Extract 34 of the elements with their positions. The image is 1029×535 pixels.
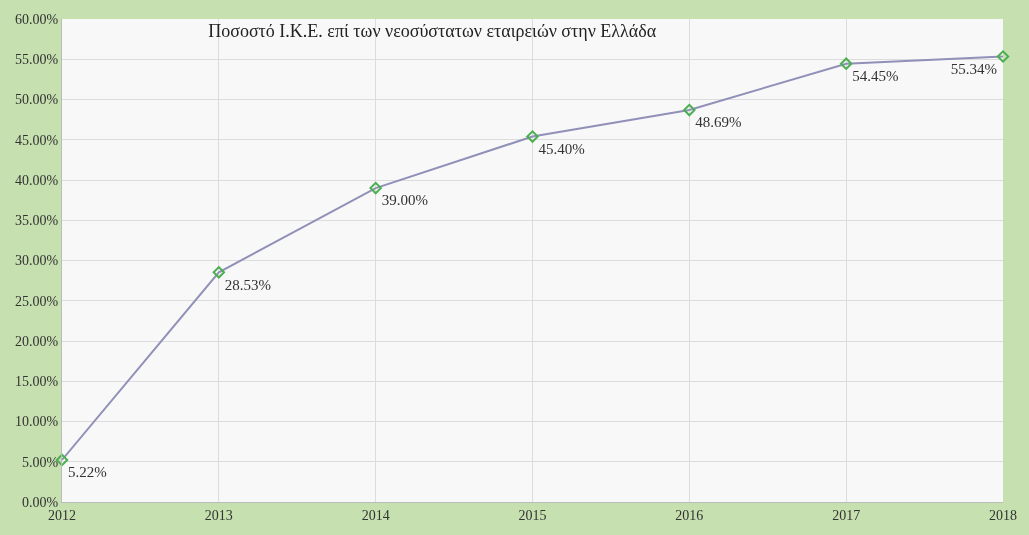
point	[996, 50, 1010, 63]
x-tick-label: 2013	[204, 507, 233, 523]
x-tick-label: 2016	[675, 507, 704, 523]
x-tick-label: 2017	[832, 507, 861, 523]
point	[683, 103, 696, 117]
x-tick-label: 2018	[989, 507, 1017, 523]
point	[212, 266, 226, 279]
y-tick-label: 0.00%	[22, 494, 59, 510]
data-label: 54.45%	[852, 67, 899, 84]
data-label: 55.34%	[950, 60, 997, 77]
x-tick-label: 2014	[361, 507, 390, 523]
data-label: 39.00%	[381, 192, 428, 209]
y-tick-label: 5.00%	[22, 454, 59, 470]
y-tick-label: 20.00%	[15, 333, 59, 349]
y-tick-label: 40.00%	[15, 172, 59, 188]
x-tick-label: 2012	[48, 507, 76, 523]
point	[839, 57, 853, 70]
y-tick-label: 60.00%	[15, 11, 59, 27]
chart-title: Ποσοστό Ι.Κ.Ε. επί των νεοσύστατων εταιρειών στην Ελλάδα	[208, 20, 657, 41]
y-tick-label: 15.00%	[15, 374, 59, 390]
data-label: 48.69%	[695, 114, 742, 131]
y-tick-label: 35.00%	[15, 213, 59, 229]
y-tick-label: 30.00%	[15, 253, 59, 269]
data-label: 45.40%	[538, 140, 585, 157]
x-tick-label: 2015	[518, 507, 547, 523]
data-label: 28.53%	[224, 276, 272, 293]
point	[369, 181, 382, 195]
y-tick-label: 25.00%	[15, 293, 59, 309]
point	[526, 130, 539, 143]
y-tick-label: 55.00%	[15, 52, 59, 68]
y-tick-label: 10.00%	[15, 414, 59, 430]
data-label: 5.22%	[68, 464, 107, 481]
y-tick-label: 45.00%	[15, 132, 59, 148]
y-tick-label: 50.00%	[15, 92, 59, 108]
